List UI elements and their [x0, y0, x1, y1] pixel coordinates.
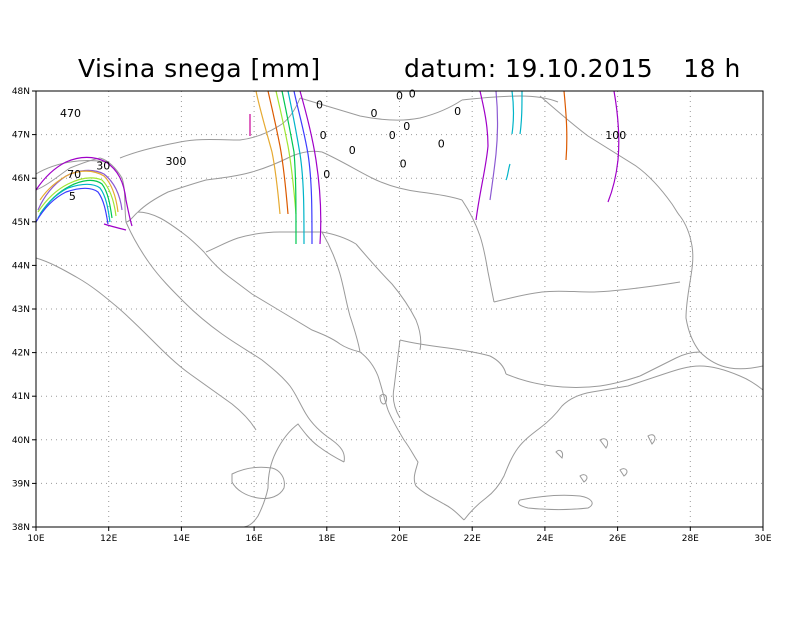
- border-bosnia-serbia: [321, 231, 361, 353]
- lon-tick-label: 14E: [173, 534, 190, 544]
- coastlines-and-borders: [35, 95, 764, 528]
- contour-east-6: [563, 90, 568, 161]
- islands-aegean: [555, 434, 656, 483]
- lat-tick-label: 45N: [12, 218, 30, 228]
- border-macedonia: [399, 339, 507, 375]
- contour-label: 5: [69, 190, 76, 203]
- contour-alps-8: [103, 223, 127, 231]
- contour-label: 0: [400, 157, 407, 170]
- contour-alps-6: [37, 183, 111, 223]
- lon-tick-label: 26E: [609, 534, 626, 544]
- lon-tick-label: 12E: [100, 534, 117, 544]
- contour-label: 0: [403, 120, 410, 133]
- contour-east-4: [519, 90, 523, 135]
- border-serbia-kosovo: [355, 243, 422, 351]
- lat-tick-label: 46N: [12, 174, 30, 184]
- lon-tick-label: 16E: [246, 534, 263, 544]
- border-slovakia-hungary: [299, 97, 463, 121]
- border-croatia-bosnia: [205, 231, 357, 253]
- coastline-italy-west: [35, 257, 257, 431]
- lon-tick-label: 20E: [391, 534, 408, 544]
- lon-tick-label: 10E: [27, 534, 44, 544]
- border-italy-switzerland: [35, 160, 107, 175]
- island-sicily: [231, 466, 285, 499]
- contour-label: 0: [409, 88, 416, 101]
- contour-label: 0: [323, 168, 330, 181]
- lat-tick-label: 42N: [12, 349, 30, 359]
- contour-alps-7: [35, 187, 109, 225]
- contour-label: 0: [349, 144, 356, 157]
- lat-tick-label: 38N: [12, 523, 30, 533]
- map-frame: [35, 90, 764, 528]
- coastline-albania-greece: [359, 351, 465, 521]
- contour-east-7: [607, 90, 620, 203]
- border-bulgaria-turkey: [639, 351, 701, 377]
- contour-label: 0: [396, 90, 403, 103]
- contour-alps-2: [37, 169, 123, 211]
- map-date: datum: 19.10.2015 18 h: [404, 54, 741, 83]
- contour-west-2: [255, 90, 281, 215]
- contour-west-3: [267, 90, 289, 215]
- lat-lon-grid: [36, 91, 763, 527]
- contour-alps-4: [37, 177, 117, 217]
- date-label: datum: 19.10.2015: [404, 54, 654, 83]
- border-romania-moldova: [539, 95, 681, 217]
- hour-label: 18 h: [683, 54, 741, 83]
- contour-alps-3: [39, 170, 119, 213]
- contour-label: 30: [96, 159, 110, 172]
- contour-label: 0: [438, 138, 445, 151]
- contour-west-4: [275, 90, 297, 215]
- border-romania-bulgaria: [493, 281, 681, 303]
- border-austria: [119, 97, 301, 159]
- contour-alps-1: [35, 156, 133, 227]
- border-bulgaria-greece: [505, 373, 641, 388]
- border-albania: [392, 339, 401, 419]
- lon-tick-label: 28E: [682, 534, 699, 544]
- contour-east-3: [511, 90, 515, 135]
- border-hungary-serbia: [321, 151, 463, 201]
- coastline-black-sea: [679, 215, 764, 370]
- lat-tick-label: 43N: [12, 305, 30, 315]
- lat-tick-label: 44N: [12, 261, 30, 271]
- coastline-greece-east: [463, 365, 764, 521]
- contour-west-7: [293, 90, 313, 245]
- contour-label: 300: [165, 155, 186, 168]
- island-corfu: [379, 393, 387, 405]
- contour-west-8: [299, 90, 322, 245]
- contour-label: 0: [316, 98, 323, 111]
- island-crete: [517, 494, 593, 510]
- contour-west-5: [281, 90, 297, 245]
- coastline-italy-east: [125, 221, 345, 463]
- axis-tick-labels: 10E 12E 14E 16E 18E 20E 22E 24E 26E 28E 30E 38N 39N 4…: [12, 87, 772, 544]
- contour-east-2: [489, 90, 499, 201]
- lon-tick-label: 18E: [318, 534, 335, 544]
- contour-east-5: [505, 163, 511, 181]
- lat-tick-label: 47N: [12, 131, 30, 141]
- contour-label: 0: [454, 105, 461, 118]
- coastline-adriatic-north: [35, 157, 361, 353]
- lon-tick-label: 24E: [536, 534, 553, 544]
- lon-tick-label: 30E: [754, 534, 771, 544]
- contour-west-6: [287, 90, 305, 245]
- contour-label: 100: [605, 129, 626, 142]
- contour-label: 70: [67, 168, 81, 181]
- contour-east-1: [475, 90, 489, 221]
- map-title: Visina snega [mm]: [78, 54, 321, 83]
- contour-label: 0: [389, 129, 396, 142]
- lat-tick-label: 39N: [12, 479, 30, 489]
- lon-tick-label: 22E: [464, 534, 481, 544]
- coastline-italy-south: [243, 423, 345, 528]
- snow-depth-contours: [35, 90, 620, 245]
- border-ukraine-romania: [461, 95, 559, 103]
- lat-tick-label: 48N: [12, 87, 30, 97]
- contour-label: 0: [320, 129, 327, 142]
- contour-label: 0: [371, 107, 378, 120]
- lat-tick-label: 40N: [12, 436, 30, 446]
- border-serbia-romania: [461, 199, 495, 303]
- lat-tick-label: 41N: [12, 392, 30, 402]
- contour-label: 470: [60, 107, 81, 120]
